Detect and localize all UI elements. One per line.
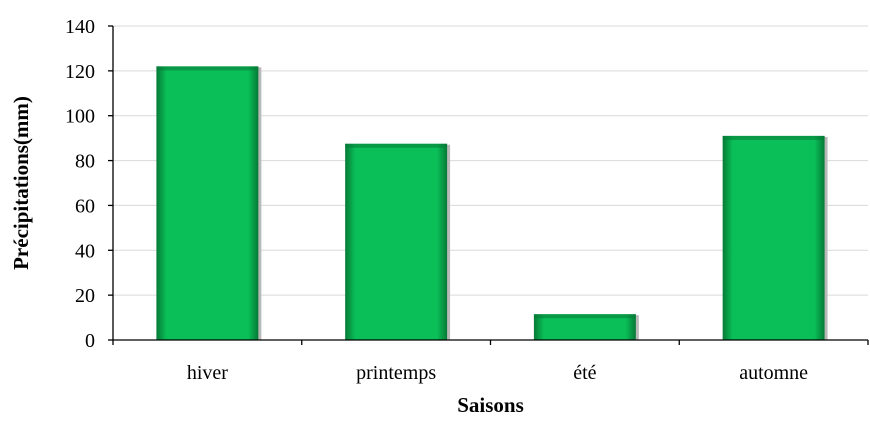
y-tick-label: 0 xyxy=(85,330,95,352)
y-tick-label: 100 xyxy=(65,106,95,128)
bar-top-edge xyxy=(156,66,259,71)
y-tick-label: 140 xyxy=(65,16,95,38)
x-tick-label: printemps xyxy=(356,362,436,384)
bar-top-edge xyxy=(533,314,636,319)
bar-top-edge xyxy=(345,143,448,148)
x-tick-label: automne xyxy=(739,362,808,384)
x-tick-label: hiver xyxy=(187,362,228,384)
x-tick-label: été xyxy=(573,362,596,384)
bar-hiver xyxy=(156,66,259,340)
axes xyxy=(108,25,869,345)
bar-top-edge xyxy=(722,135,825,140)
y-tick-label: 40 xyxy=(75,240,95,262)
x-tick-labels: hiver printemps été automne xyxy=(187,362,808,384)
y-tick-label: 80 xyxy=(75,151,95,173)
y-tick-label: 120 xyxy=(65,61,95,83)
y-tick-label: 20 xyxy=(75,285,95,307)
x-axis-title: Saisons xyxy=(457,393,524,417)
bar-printemps xyxy=(345,143,448,340)
bar-automne xyxy=(722,135,825,340)
y-axis-title: Précipitations(mm) xyxy=(9,96,33,270)
bars xyxy=(156,66,828,340)
y-tick-label: 60 xyxy=(75,195,95,217)
bar-été xyxy=(533,314,636,340)
y-tick-labels: 0 20 40 60 80 100 120 140 xyxy=(65,16,95,352)
